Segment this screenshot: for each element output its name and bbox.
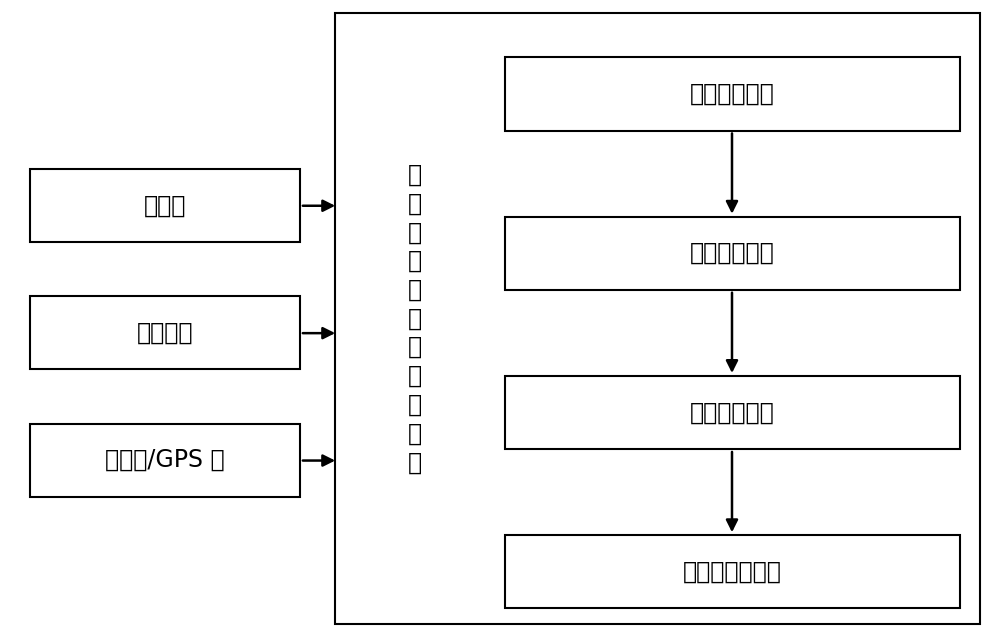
Text: 编码器/GPS 器: 编码器/GPS 器: [105, 448, 225, 472]
Bar: [30, 169, 300, 242]
Bar: [30, 424, 300, 497]
Text: 数据处理单元: 数据处理单元: [690, 401, 775, 424]
Bar: [335, 13, 980, 624]
Text: 信号转换单元: 信号转换单元: [690, 241, 775, 265]
Text: 信号接收单元: 信号接收单元: [690, 82, 775, 106]
Bar: [505, 217, 960, 290]
Bar: [505, 535, 960, 608]
Text: 测距机: 测距机: [144, 194, 186, 217]
Bar: [505, 376, 960, 449]
Bar: [505, 57, 960, 131]
Bar: [30, 296, 300, 369]
Text: 加速度计: 加速度计: [137, 321, 193, 345]
Text: 平整度输出单元: 平整度输出单元: [683, 560, 782, 583]
Text: 检
测
装
置
及
数
据
处
理
方
法: 检 测 装 置 及 数 据 处 理 方 法: [408, 162, 422, 475]
